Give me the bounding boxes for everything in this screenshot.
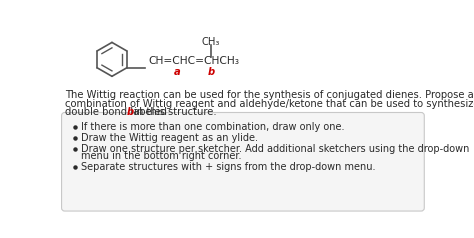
Text: If there is more than one combination, draw only one.: If there is more than one combination, d…	[81, 122, 345, 132]
Text: double bond labeled: double bond labeled	[65, 107, 171, 117]
Text: a: a	[173, 67, 181, 77]
Text: combination of Wittig reagent and aldehyde/ketone that can be used to synthesize: combination of Wittig reagent and aldehy…	[65, 99, 474, 109]
Text: CH=CHC=CHCH₃: CH=CHC=CHCH₃	[148, 56, 239, 66]
Text: b: b	[127, 107, 134, 117]
Text: b: b	[208, 67, 215, 77]
Text: Draw one structure per sketcher. Add additional sketchers using the drop-down: Draw one structure per sketcher. Add add…	[81, 144, 469, 154]
FancyBboxPatch shape	[62, 113, 424, 211]
Text: menu in the bottom right corner.: menu in the bottom right corner.	[81, 151, 241, 161]
Text: Draw the Wittig reagent as an ylide.: Draw the Wittig reagent as an ylide.	[81, 133, 258, 143]
Text: in this structure.: in this structure.	[131, 107, 217, 117]
Text: Separate structures with + signs from the drop-down menu.: Separate structures with + signs from th…	[81, 162, 375, 172]
Text: The Wittig reaction can be used for the synthesis of conjugated dienes. Propose : The Wittig reaction can be used for the …	[65, 90, 474, 100]
Text: CH₃: CH₃	[202, 37, 220, 47]
